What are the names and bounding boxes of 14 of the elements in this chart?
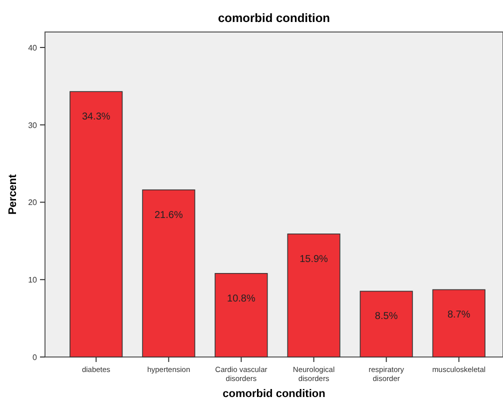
data-label: 8.7% [447, 310, 470, 321]
x-axis-title: comorbid condition [222, 388, 326, 400]
data-label: 15.9% [300, 254, 328, 265]
y-tick-label: 10 [28, 276, 38, 285]
y-tick-label: 20 [28, 198, 38, 208]
data-label: 34.3% [82, 112, 110, 123]
data-label: 8.5% [374, 311, 398, 322]
chart-title: comorbid condition [218, 11, 330, 25]
data-label: 10.8% [227, 293, 256, 304]
y-tick-label: 30 [28, 120, 38, 130]
y-axis-title: Percent [7, 174, 19, 215]
y-tick-label: 40 [28, 43, 38, 52]
y-tick-label: 0 [32, 353, 38, 362]
data-label: 21.6% [154, 210, 183, 221]
